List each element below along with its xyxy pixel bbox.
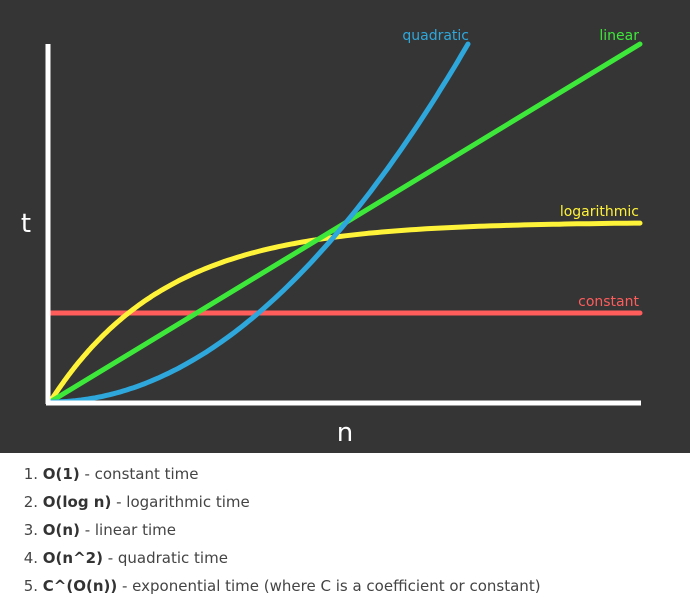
list-item: 5. C^(O(n)) - exponential time (where C …	[0, 567, 690, 595]
list-item-description: - logarithmic time	[111, 493, 250, 511]
complexity-list: 1. O(1) - constant time 2. O(log n) - lo…	[0, 455, 690, 595]
list-item-number: 2.	[23, 493, 38, 511]
series-label-linear: linear	[599, 28, 639, 44]
list-item-term: O(n^2)	[42, 549, 103, 567]
series-label-quadratic: quadratic	[402, 28, 469, 44]
list-item-term: O(log n)	[42, 493, 112, 511]
list-item: 4. O(n^2) - quadratic time	[0, 539, 690, 567]
x-axis-label: n	[337, 418, 353, 448]
list-item-term: O(1)	[42, 465, 80, 483]
list-item-term: C^(O(n))	[42, 577, 118, 595]
series-line-quadratic	[47, 41, 471, 405]
chart-svg: t n constant logarithmic linear quadrati…	[21, 28, 643, 448]
series-labels: constant logarithmic linear quadratic	[402, 28, 639, 310]
list-item-description: - linear time	[79, 521, 176, 539]
chart-axes	[45, 44, 641, 406]
list-item: 2. O(log n) - logarithmic time	[0, 483, 690, 511]
list-item-term: O(n)	[42, 521, 80, 539]
list-item-number: 3.	[23, 521, 38, 539]
y-axis-label: t	[21, 209, 31, 239]
list-item: 3. O(n) - linear time	[0, 511, 690, 539]
chart-curves	[47, 41, 643, 405]
list-item-number: 5.	[23, 577, 38, 595]
list-item: 1. O(1) - constant time	[0, 455, 690, 483]
list-item-description: - exponential time (where C is a coeffic…	[117, 577, 541, 595]
list-item-number: 1.	[23, 465, 38, 483]
list-item-description: - constant time	[79, 465, 199, 483]
series-label-constant: constant	[578, 294, 639, 310]
series-line-logarithmic	[47, 220, 643, 405]
complexity-chart: t n constant logarithmic linear quadrati…	[0, 0, 690, 453]
series-label-logarithmic: logarithmic	[560, 204, 639, 220]
list-item-number: 4.	[23, 549, 38, 567]
list-item-description: - quadratic time	[102, 549, 228, 567]
